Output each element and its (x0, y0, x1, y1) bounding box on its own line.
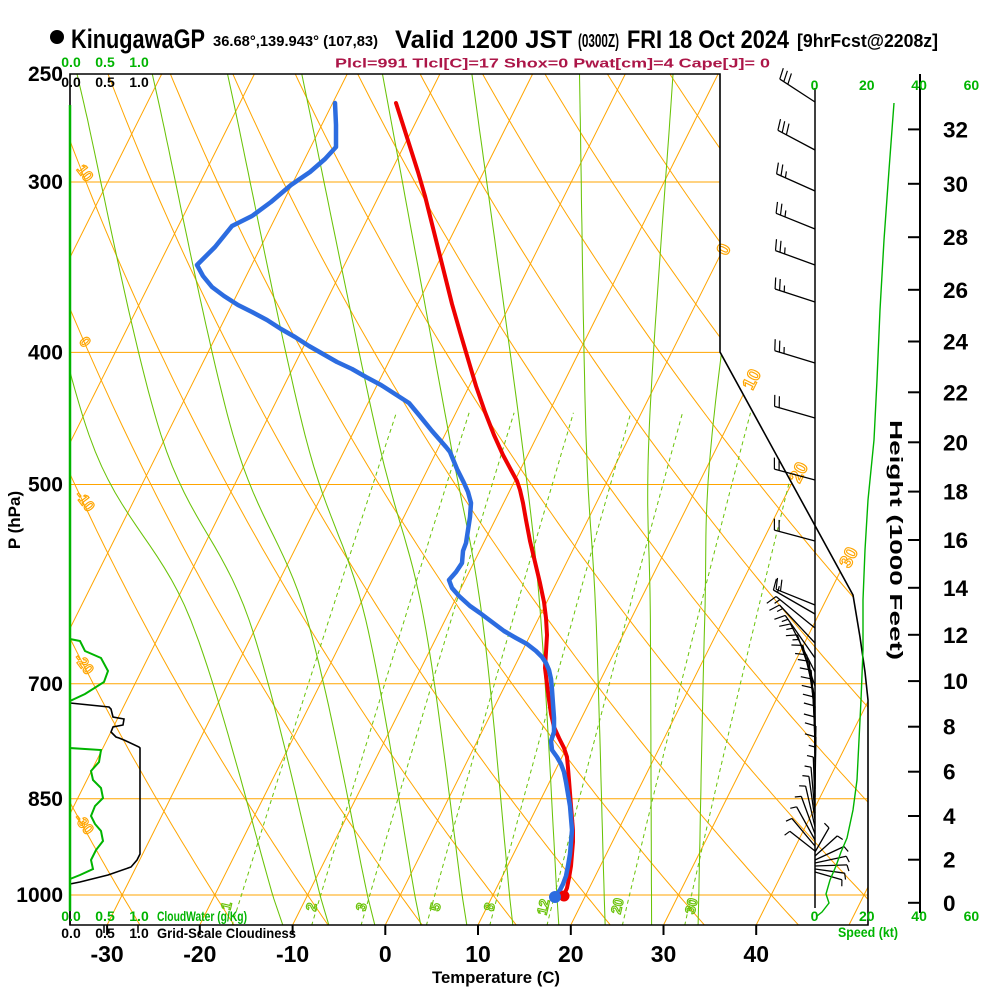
svg-text:12: 12 (943, 623, 968, 648)
svg-text:20: 20 (859, 77, 875, 93)
svg-text:0.0: 0.0 (61, 925, 81, 941)
svg-text:1.0: 1.0 (129, 54, 149, 70)
svg-text:300: 300 (28, 171, 63, 194)
svg-text:700: 700 (28, 673, 63, 696)
svg-text:30: 30 (651, 941, 677, 967)
svg-text:60: 60 (964, 77, 980, 93)
svg-text:850: 850 (28, 788, 63, 811)
svg-text:10: 10 (943, 669, 968, 694)
svg-text:Grid-Scale Cloudiness: Grid-Scale Cloudiness (157, 925, 296, 941)
svg-text:Plcl=991 Tlcl[C]=17 Shox=0 Pwa: Plcl=991 Tlcl[C]=17 Shox=0 Pwat[cm]=4 Ca… (335, 57, 770, 71)
svg-text:20: 20 (859, 908, 875, 924)
svg-text:28: 28 (943, 225, 968, 250)
svg-text:0: 0 (811, 908, 819, 924)
svg-text:10: 10 (465, 941, 491, 967)
svg-text:32: 32 (943, 117, 968, 142)
svg-text:0.5: 0.5 (95, 54, 115, 70)
svg-text:0.0: 0.0 (61, 908, 81, 924)
svg-text:60: 60 (964, 908, 980, 924)
svg-text:40: 40 (911, 77, 927, 93)
svg-text:CloudWater (g/Kg): CloudWater (g/Kg) (157, 908, 247, 924)
svg-text:6: 6 (943, 760, 956, 785)
svg-text:250: 250 (28, 63, 63, 86)
svg-text:FRI 18 Oct 2024: FRI 18 Oct 2024 (627, 26, 789, 54)
svg-text:KinugawaGP: KinugawaGP (71, 24, 205, 54)
svg-text:0.5: 0.5 (95, 74, 115, 90)
svg-text:Speed (kt): Speed (kt) (838, 924, 898, 940)
svg-text:40: 40 (911, 908, 927, 924)
svg-text:2: 2 (943, 848, 956, 873)
svg-text:Height (1000 Feet): Height (1000 Feet) (886, 420, 906, 660)
svg-text:8: 8 (943, 715, 956, 740)
svg-text:Valid 1200 JST: Valid 1200 JST (395, 26, 572, 54)
svg-text:22: 22 (943, 380, 968, 405)
svg-text:12: 12 (534, 897, 553, 916)
svg-text:0.5: 0.5 (95, 908, 115, 924)
svg-text:20: 20 (558, 941, 584, 967)
svg-text:(0300Z): (0300Z) (578, 31, 619, 51)
svg-text:0: 0 (379, 941, 392, 967)
svg-text:24: 24 (943, 330, 969, 355)
svg-text:400: 400 (28, 341, 63, 364)
svg-text:Temperature (C): Temperature (C) (432, 968, 560, 987)
svg-text:30: 30 (943, 172, 968, 197)
svg-text:0.0: 0.0 (61, 74, 81, 90)
svg-text:26: 26 (943, 278, 968, 303)
svg-text:-30: -30 (90, 941, 123, 967)
svg-text:500: 500 (28, 474, 63, 497)
svg-text:1.0: 1.0 (129, 925, 149, 941)
svg-text:40: 40 (743, 941, 769, 967)
svg-text:36.68°,139.943° (107,83): 36.68°,139.943° (107,83) (213, 33, 378, 50)
svg-text:-10: -10 (276, 941, 309, 967)
svg-text:14: 14 (943, 576, 969, 601)
svg-text:0: 0 (811, 77, 819, 93)
svg-text:P (hPa): P (hPa) (5, 491, 24, 549)
svg-text:16: 16 (943, 528, 968, 553)
svg-text:0.0: 0.0 (61, 54, 81, 70)
svg-text:1.0: 1.0 (129, 908, 149, 924)
svg-text:1000: 1000 (16, 884, 63, 907)
svg-text:0.5: 0.5 (95, 925, 115, 941)
svg-text:[9hrFcst@2208z]: [9hrFcst@2208z] (797, 31, 938, 51)
svg-text:4: 4 (943, 804, 956, 829)
svg-text:30: 30 (682, 896, 701, 915)
svg-text:1.0: 1.0 (129, 74, 149, 90)
svg-text:-20: -20 (183, 941, 216, 967)
svg-text:20: 20 (608, 896, 627, 915)
svg-text:20: 20 (943, 430, 968, 455)
svg-text:18: 18 (943, 480, 968, 505)
svg-text:0: 0 (943, 891, 956, 916)
